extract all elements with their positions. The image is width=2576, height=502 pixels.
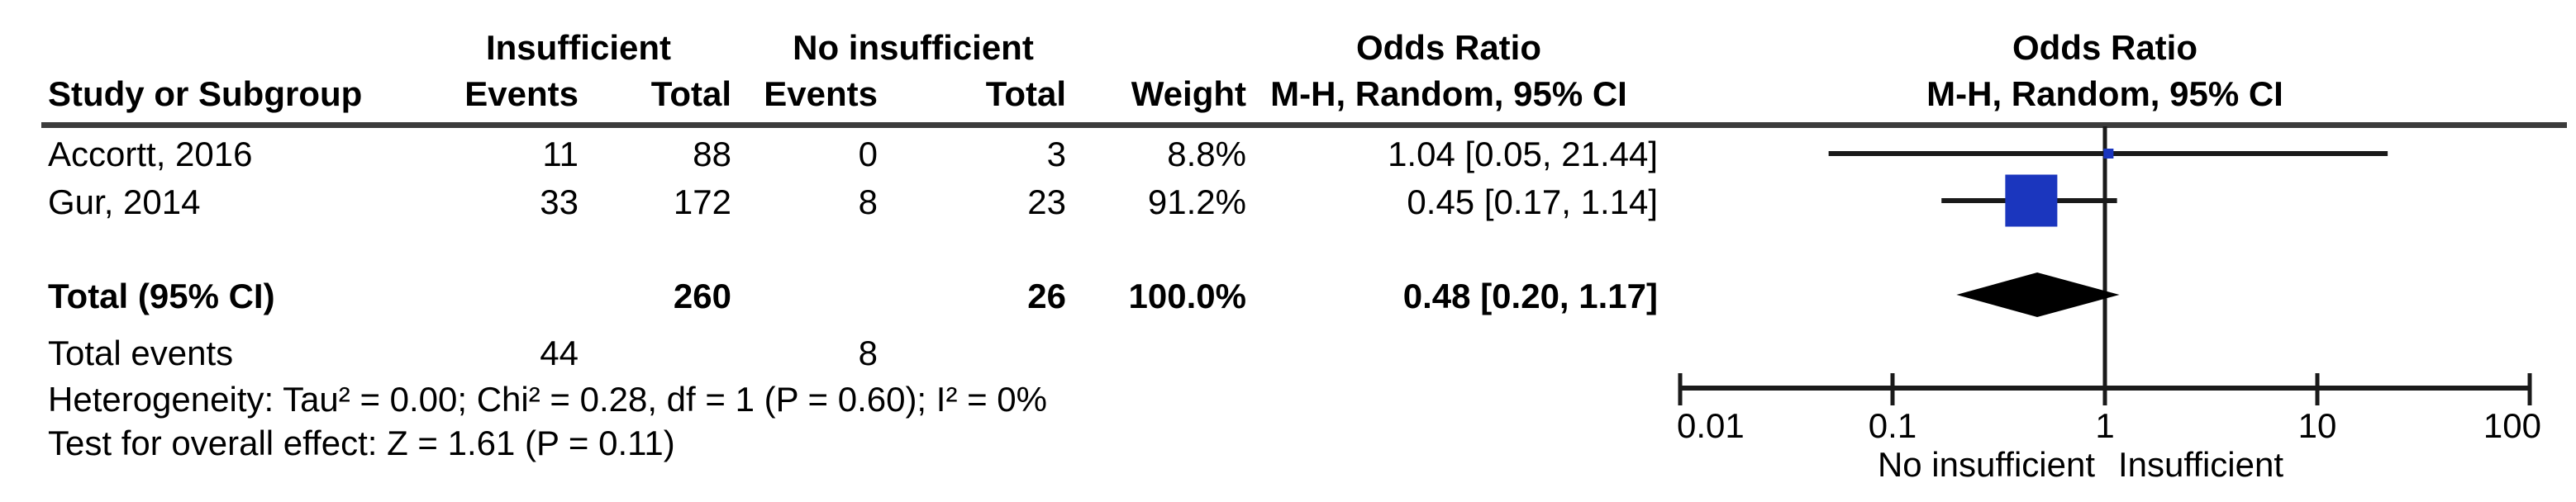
study-row-events2: 8	[858, 182, 878, 221]
total-events-group1: 44	[540, 334, 579, 372]
total-row-total1: 260	[673, 277, 731, 315]
study-row-events1: 33	[540, 182, 579, 221]
plot-method-header: M-H, Random, 95% CI	[1926, 74, 2283, 113]
group2-events-header: Events	[764, 74, 878, 113]
effect-marker-square	[2005, 174, 2058, 227]
x-tick-label: 0.1	[1869, 406, 1917, 445]
ci-line	[1828, 151, 2388, 156]
x-axis-tick	[2315, 373, 2320, 405]
study-row-total2: 3	[1046, 135, 1066, 173]
reference-line	[2102, 126, 2107, 388]
pooled-diamond	[1956, 272, 2120, 317]
axis-label-right: Insufficient	[2118, 445, 2283, 484]
study-row-label: Accortt, 2016	[48, 135, 253, 173]
study-row-weight: 8.8%	[1167, 135, 1246, 173]
study-row-events1: 11	[542, 135, 579, 173]
group2-total-header: Total	[985, 74, 1066, 113]
total-row-label: Total (95% CI)	[48, 277, 275, 315]
ci-line	[1941, 198, 2117, 203]
total-events-group2: 8	[858, 334, 878, 372]
weight-column-header: Weight	[1131, 74, 1246, 113]
x-axis-tick	[2527, 373, 2532, 405]
group1-header: Insufficient	[485, 28, 671, 67]
study-row-label: Gur, 2014	[48, 182, 201, 221]
odds-ratio-method-header: M-H, Random, 95% CI	[1270, 74, 1627, 113]
total-row-weight: 100.0%	[1128, 277, 1246, 315]
x-tick-label: 10	[2298, 406, 2337, 445]
total-row-total2: 26	[1027, 277, 1066, 315]
total-row-or-ci: 0.48 [0.20, 1.17]	[1402, 277, 1658, 315]
study-row-total2: 23	[1027, 182, 1066, 221]
odds-ratio-column-title: Odds Ratio	[1355, 28, 1541, 67]
x-axis-line	[1680, 386, 2530, 391]
overall-effect-text: Test for overall effect: Z = 1.61 (P = 0…	[48, 424, 675, 462]
study-row-or-ci: 0.45 [0.17, 1.14]	[1407, 182, 1658, 221]
heterogeneity-text: Heterogeneity: Tau² = 0.00; Chi² = 0.28,…	[48, 380, 1047, 419]
group1-total-header: Total	[650, 74, 731, 113]
x-tick-label: 100	[2483, 406, 2541, 445]
x-tick-label: 1	[2095, 406, 2114, 445]
group2-header: No insufficient	[793, 28, 1034, 67]
study-row-weight: 91.2%	[1147, 182, 1246, 221]
x-axis-tick	[1890, 373, 1895, 405]
x-tick-label: 0.01	[1677, 406, 1745, 445]
study-row-total1: 88	[693, 135, 731, 173]
effect-marker-square	[2103, 149, 2114, 159]
study-column-header: Study or Subgroup	[48, 74, 363, 113]
x-axis-tick	[1678, 373, 1683, 405]
study-row-or-ci: 1.04 [0.05, 21.44]	[1388, 135, 1658, 173]
study-row-events2: 0	[858, 135, 878, 173]
study-row-total1: 172	[673, 182, 731, 221]
header-rule	[41, 122, 2567, 128]
axis-label-left: No insufficient	[1878, 445, 2095, 484]
group1-events-header: Events	[464, 74, 579, 113]
plot-column-title: Odds Ratio	[2012, 28, 2197, 67]
x-axis-tick	[2102, 373, 2107, 405]
total-events-label: Total events	[48, 334, 234, 372]
